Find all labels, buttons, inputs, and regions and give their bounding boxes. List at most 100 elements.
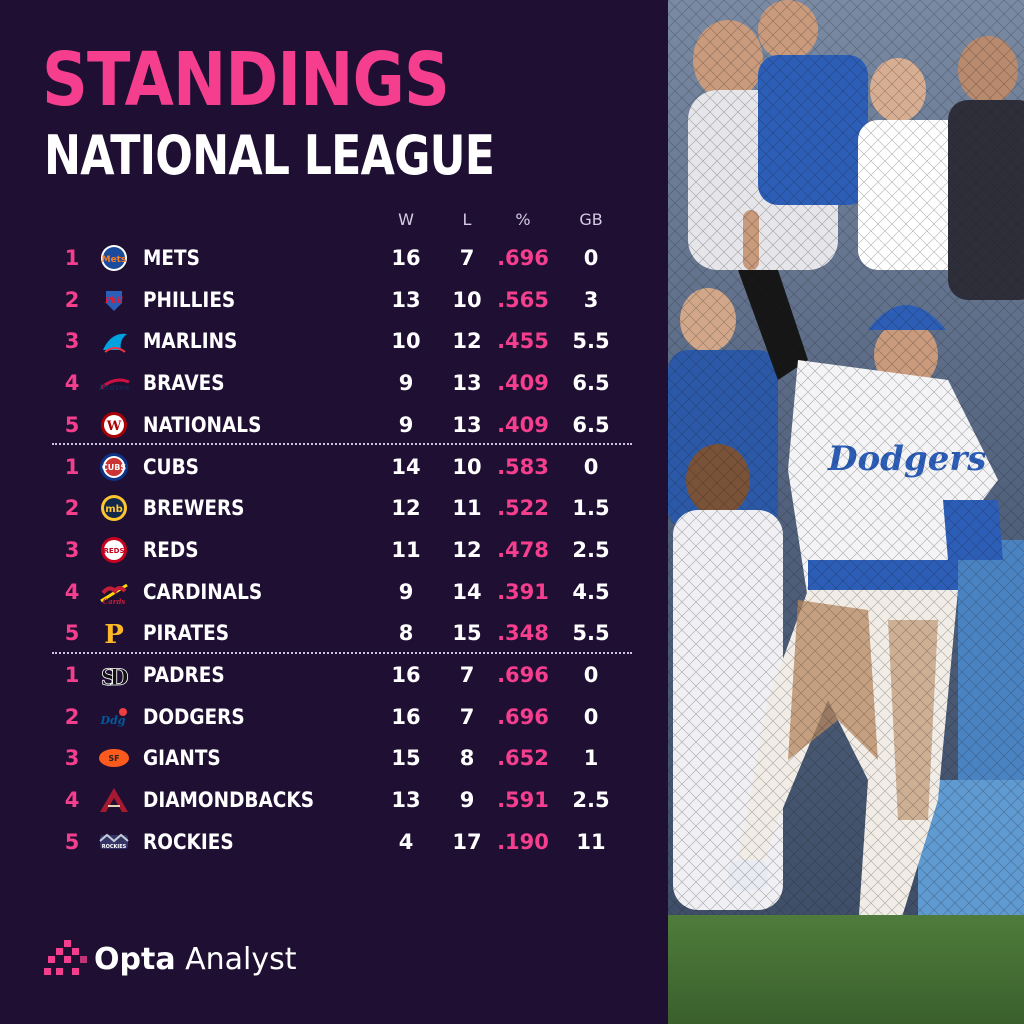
team-rank: 2 [64, 496, 80, 520]
reds-logo-icon: REDS [97, 535, 131, 565]
table-row: 3 SF GIANTS 15 8 .652 1 [0, 743, 668, 773]
losses-value: 10 [452, 288, 482, 312]
win-pct-value: .478 [497, 538, 549, 562]
svg-text:CUBS: CUBS [102, 463, 126, 472]
table-row: 5 W NATIONALS 9 13 .409 6.5 [0, 410, 668, 440]
win-pct-value: .391 [497, 580, 549, 604]
column-header-losses: L [462, 210, 472, 229]
team-rank: 3 [64, 538, 80, 562]
team-rank: 2 [64, 288, 80, 312]
win-pct-value: .591 [497, 788, 549, 812]
table-row: 2 Phil PHILLIES 13 10 .565 3 [0, 285, 668, 315]
svg-text:Phil: Phil [104, 295, 123, 305]
games-back-value: 3 [583, 288, 599, 312]
team-name: NATIONALS [143, 413, 262, 437]
wins-value: 11 [391, 538, 421, 562]
wins-value: 12 [391, 496, 421, 520]
column-header-pct: % [515, 210, 531, 229]
team-rank: 5 [64, 413, 80, 437]
wins-value: 9 [398, 580, 414, 604]
team-rank: 4 [64, 371, 80, 395]
player-photo: Dodgers [668, 0, 1024, 1024]
wins-value: 14 [391, 455, 421, 479]
losses-value: 10 [452, 455, 482, 479]
table-row: 5 ROCKIES ROCKIES 4 17 .190 11 [0, 827, 668, 857]
pirates-logo-icon: P [97, 618, 131, 650]
brand-name: Opta Analyst [94, 942, 297, 977]
marlins-logo-icon [97, 326, 131, 356]
column-header-gb: GB [579, 210, 603, 229]
division-divider [52, 652, 632, 654]
svg-text:S: S [101, 665, 117, 690]
team-rank: 4 [64, 580, 80, 604]
losses-value: 17 [452, 830, 482, 854]
team-rank: 3 [64, 746, 80, 770]
svg-text:SF: SF [108, 754, 119, 763]
team-name: DODGERS [143, 705, 245, 729]
wins-value: 13 [391, 788, 421, 812]
losses-value: 7 [459, 663, 475, 687]
wins-value: 15 [391, 746, 421, 770]
table-row: 1 S D PADRES 16 7.696 0 [0, 660, 668, 692]
opta-analyst-logo-icon [44, 940, 87, 975]
games-back-value: 0 [583, 455, 599, 479]
losses-value: 13 [452, 413, 482, 437]
player-celebration-image: Dodgers [668, 0, 1024, 1024]
svg-text:Cards: Cards [103, 597, 126, 606]
dodgers-logo-icon: Ddg [97, 702, 131, 732]
wins-value: 16 [391, 246, 421, 270]
svg-text:W: W [106, 419, 122, 434]
table-row: 4 Braves BRAVES 9 13 .409 6.5 [0, 368, 668, 398]
table-row: 4 Cards CARDINALS 9 14 .391 4.5 [0, 577, 668, 607]
losses-value: 15 [452, 621, 482, 645]
table-row: 4 DIAMONDBACKS 13 9 .591 2.5 [0, 785, 668, 815]
games-back-value: 6.5 [572, 413, 610, 437]
losses-value: 8 [459, 746, 475, 770]
column-header-wins: W [398, 210, 414, 229]
nationals-logo-icon: W [97, 410, 131, 440]
team-rank: 2 [64, 705, 80, 729]
table-row: 2 Ddg DODGERS 16 7 .696 0 [0, 702, 668, 732]
mets-logo-icon: Mets [97, 243, 131, 273]
wins-value: 4 [398, 830, 414, 854]
games-back-value: 1 [583, 746, 599, 770]
svg-text:P: P [104, 620, 124, 648]
team-name: MARLINS [143, 329, 238, 353]
team-name: PADRES [143, 663, 225, 687]
win-pct-value: .696 [497, 663, 549, 687]
cardinals-logo-icon: Cards [97, 577, 131, 607]
team-rank: 1 [64, 455, 80, 479]
team-rank: 3 [64, 329, 80, 353]
team-name: PHILLIES [143, 288, 236, 312]
team-name: BRAVES [143, 371, 225, 395]
page-subtitle: NATIONAL LEAGUE [44, 124, 495, 187]
win-pct-value: .190 [497, 830, 549, 854]
brewers-logo-icon: mb [97, 493, 131, 523]
team-rank: 5 [64, 830, 80, 854]
svg-text:Ddg: Ddg [100, 714, 126, 727]
svg-text:Braves: Braves [98, 382, 130, 392]
losses-value: 7 [459, 246, 475, 270]
win-pct-value: .455 [497, 329, 549, 353]
games-back-value: 6.5 [572, 371, 610, 395]
phillies-logo-icon: Phil [97, 285, 131, 315]
games-back-value: 11 [576, 830, 606, 854]
svg-text:ROCKIES: ROCKIES [102, 844, 127, 850]
games-back-value: 2.5 [572, 538, 610, 562]
team-rank: 5 [64, 621, 80, 645]
losses-value: 9 [459, 788, 475, 812]
team-name: METS [143, 246, 200, 270]
division-divider [52, 443, 632, 445]
wins-value: 16 [391, 663, 421, 687]
team-name: GIANTS [143, 746, 221, 770]
games-back-value: 5.5 [572, 329, 610, 353]
losses-value: 13 [452, 371, 482, 395]
games-back-value: 0 [583, 663, 599, 687]
svg-text:Mets: Mets [102, 255, 127, 265]
wins-value: 9 [398, 371, 414, 395]
page-title: STANDINGS [42, 37, 450, 123]
win-pct-value: .583 [497, 455, 549, 479]
win-pct-value: .409 [497, 371, 549, 395]
team-rank: 4 [64, 788, 80, 812]
